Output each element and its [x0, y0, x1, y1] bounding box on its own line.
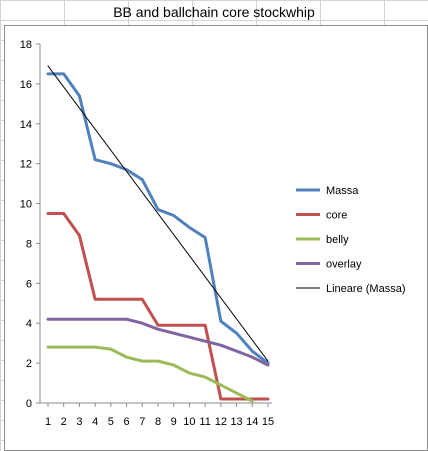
chart-legend: Massa core belly overlay Lineare (Massa) — [296, 185, 405, 295]
x-tick-label: 14 — [246, 416, 258, 428]
y-tick-label: 4 — [26, 318, 32, 330]
x-tick-label: 5 — [108, 416, 114, 428]
x-tick-label: 15 — [262, 416, 274, 428]
legend-label-belly: belly — [326, 234, 349, 246]
chart-title: BB and ballchain core stockwhip — [113, 4, 315, 20]
chart-series — [46, 65, 270, 403]
x-tick-label: 3 — [76, 416, 82, 428]
legend-label-lineare-massa: Lineare (Massa) — [326, 283, 405, 295]
x-tick-label: 8 — [155, 416, 161, 428]
series-line-overlay — [46, 317, 270, 367]
series-line-core — [46, 212, 270, 401]
y-tick-label: 2 — [26, 358, 32, 370]
y-tick-label: 18 — [20, 39, 32, 51]
x-tick-label: 9 — [171, 416, 177, 428]
y-tick-label: 12 — [20, 159, 32, 171]
legend-label-overlay: overlay — [326, 259, 362, 271]
y-tick-label: 10 — [20, 199, 32, 211]
legend-label-massa: Massa — [326, 185, 359, 197]
x-tick-label: 2 — [61, 416, 67, 428]
series-line-lineare-massa — [47, 65, 269, 362]
x-tick-label: 12 — [215, 416, 227, 428]
x-tick-label: 6 — [124, 416, 130, 428]
series-line-belly — [46, 345, 254, 403]
y-tick-label: 6 — [26, 278, 32, 290]
y-tick-label: 8 — [26, 238, 32, 250]
y-tick-label: 14 — [20, 119, 32, 131]
y-tick-label: 16 — [20, 79, 32, 91]
legend-label-core: core — [326, 210, 347, 222]
x-tick-label: 4 — [92, 416, 98, 428]
x-tick-label: 10 — [183, 416, 195, 428]
x-tick-label: 13 — [230, 416, 242, 428]
y-tick-label: 0 — [26, 398, 32, 410]
series-line-massa — [46, 72, 270, 365]
x-tick-label: 1 — [45, 416, 51, 428]
x-tick-label: 11 — [199, 416, 210, 428]
x-tick-label: 7 — [139, 416, 145, 428]
